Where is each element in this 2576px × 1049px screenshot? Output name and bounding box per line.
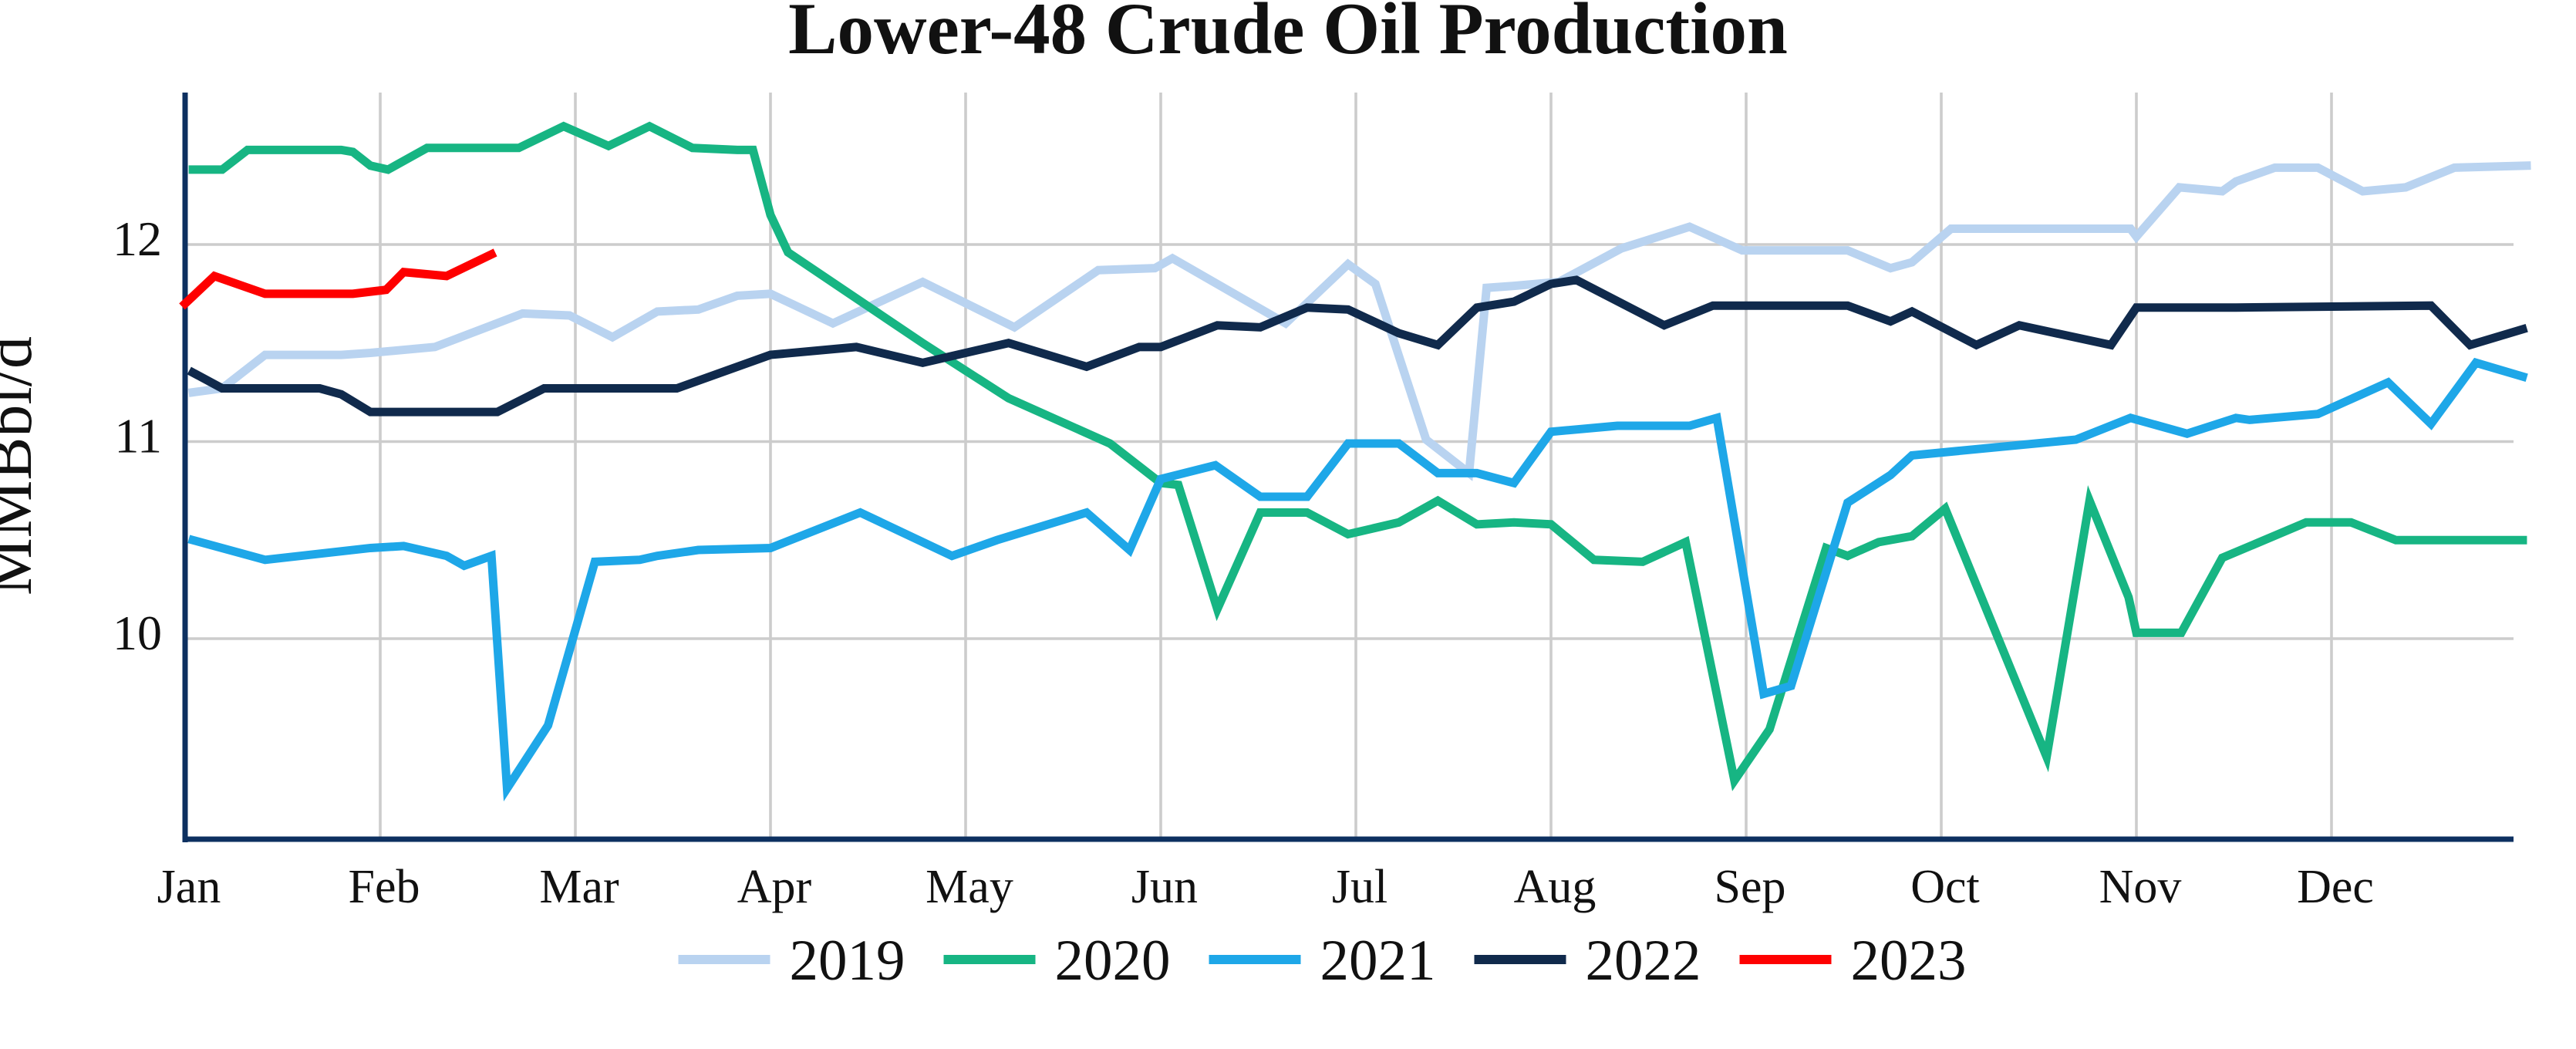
- svg-text:Feb: Feb: [349, 861, 420, 913]
- svg-text:Apr: Apr: [737, 861, 812, 913]
- svg-text:2023: 2023: [1851, 929, 1967, 993]
- svg-text:Aug: Aug: [1514, 861, 1597, 913]
- svg-text:Dec: Dec: [2297, 861, 2374, 913]
- svg-text:2019: 2019: [790, 929, 905, 993]
- svg-text:2020: 2020: [1055, 929, 1171, 993]
- svg-text:MMBbl/d: MMBbl/d: [0, 336, 46, 595]
- svg-text:Jun: Jun: [1131, 861, 1198, 913]
- svg-text:May: May: [926, 861, 1013, 913]
- svg-text:Jan: Jan: [157, 861, 221, 913]
- svg-text:Jul: Jul: [1332, 861, 1387, 913]
- svg-text:10: 10: [113, 605, 162, 660]
- svg-text:2022: 2022: [1586, 929, 1701, 993]
- svg-text:2021: 2021: [1320, 929, 1436, 993]
- svg-text:Oct: Oct: [1910, 861, 1980, 913]
- svg-text:Nov: Nov: [2099, 861, 2182, 913]
- svg-text:Mar: Mar: [539, 861, 619, 913]
- svg-text:11: 11: [114, 409, 162, 464]
- svg-text:Sep: Sep: [1715, 861, 1786, 913]
- svg-text:12: 12: [113, 211, 162, 266]
